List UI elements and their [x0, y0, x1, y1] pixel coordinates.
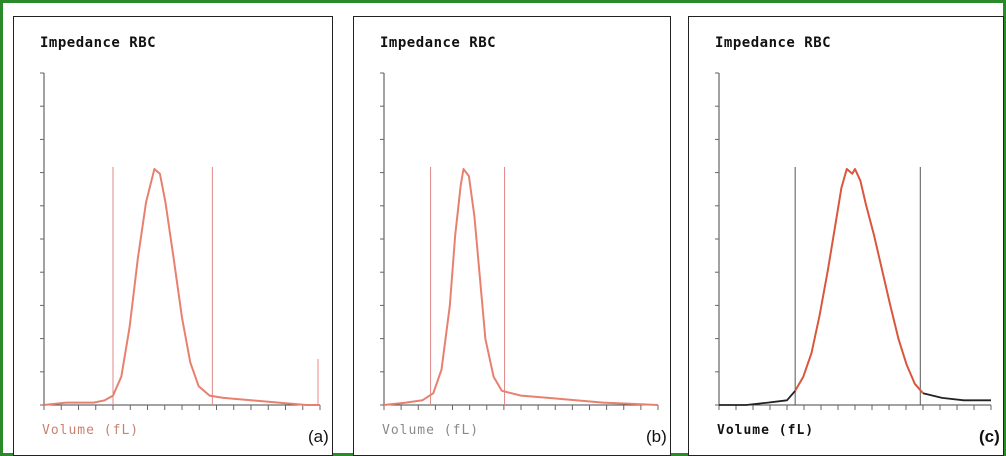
histogram-plot: [380, 72, 659, 410]
histogram-panel-c: Impedance RBC Volume (fL) (c): [688, 16, 1004, 456]
x-axis-label: Volume (fL): [382, 423, 480, 438]
histogram-panel-b: Impedance RBC Volume (fL) (b): [353, 16, 671, 456]
panel-title: Impedance RBC: [40, 35, 157, 51]
histogram-plot: [40, 72, 321, 410]
panel-label: (b): [646, 427, 667, 446]
curve-tail-right: [922, 392, 991, 402]
x-axis-label: Volume (fL): [42, 423, 140, 438]
panel-title: Impedance RBC: [715, 35, 832, 51]
x-axis-label: Volume (fL): [717, 423, 815, 438]
panel-label: (c): [979, 427, 1000, 446]
distribution-curve: [43, 168, 320, 406]
curve-tail-left: [719, 390, 796, 406]
histogram-panel-a: Impedance RBC Volume (fL) (a): [13, 16, 333, 456]
histogram-plot: [715, 72, 992, 410]
panel-label: (a): [308, 427, 329, 446]
panel-title: Impedance RBC: [380, 35, 497, 51]
distribution-curve: [794, 168, 924, 394]
distribution-curve: [383, 168, 659, 406]
